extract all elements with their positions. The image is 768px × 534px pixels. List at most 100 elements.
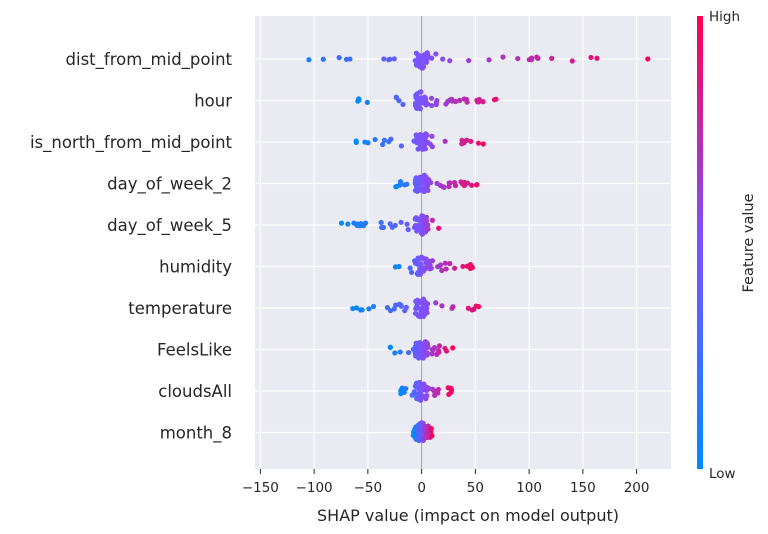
data-points (306, 50, 651, 444)
shap-point (449, 96, 455, 102)
shap-point (457, 97, 463, 103)
shap-point (413, 132, 419, 138)
shap-point (380, 224, 387, 230)
shap-point (423, 396, 429, 402)
shap-point (417, 313, 424, 320)
shap-point (446, 183, 452, 190)
shap-point (416, 354, 423, 360)
feature-label-cloudsall: cloudsAll (158, 382, 232, 401)
shap-point (420, 296, 427, 302)
shap-point (405, 349, 412, 356)
colorbar (697, 16, 703, 469)
feature-label-humidity: humidity (159, 258, 232, 277)
shap-point (419, 185, 425, 191)
shap-point (433, 300, 439, 306)
x-tick-label: 200 (624, 480, 650, 496)
shap-point (387, 344, 394, 350)
shap-point (408, 269, 415, 275)
shap-point (429, 217, 436, 223)
shap-point (413, 62, 419, 68)
shap-point (416, 429, 422, 435)
shap-point (423, 260, 429, 266)
shap-point (448, 387, 454, 393)
shap-point (594, 55, 600, 61)
x-tick-label: −150 (242, 480, 279, 496)
shap-point (424, 387, 430, 394)
shap-point (442, 260, 448, 266)
x-tick-label: −50 (354, 480, 383, 496)
shap-point (417, 266, 423, 272)
shap-point (424, 431, 430, 437)
shap-point (403, 386, 409, 392)
colorbar-low-label: Low (709, 466, 736, 482)
shap-point (360, 223, 367, 229)
shap-point (452, 265, 458, 271)
shap-point (415, 305, 422, 311)
shap-point (439, 303, 445, 309)
shap-point (549, 55, 555, 61)
shap-point (442, 138, 448, 144)
shap-point (436, 225, 442, 231)
shap-point (439, 267, 445, 274)
shap-point (413, 181, 419, 187)
shap-point (416, 384, 422, 390)
shap-point (421, 424, 428, 430)
shap-point (447, 261, 453, 267)
shap-point (391, 306, 397, 312)
shap-point (428, 95, 435, 101)
shap-point (418, 342, 424, 348)
shap-point (391, 56, 397, 62)
shap-point (432, 390, 438, 396)
shap-point (429, 144, 435, 150)
shap-point (400, 101, 406, 108)
shap-point (437, 262, 444, 268)
shap-point (392, 264, 399, 270)
shap-point (417, 140, 423, 146)
shap-point (440, 184, 446, 190)
shap-point (410, 432, 416, 439)
feature-label-hour: hour (194, 92, 232, 111)
shap-point (476, 303, 482, 310)
shap-point (397, 182, 403, 188)
feature-label-day-of-week-2: day_of_week_2 (107, 175, 232, 195)
shap-point (420, 180, 426, 186)
shap-point (412, 103, 419, 109)
shap-point (366, 306, 372, 312)
shap-point (306, 57, 312, 63)
feature-label-day-of-week-5: day_of_week_5 (107, 216, 232, 236)
shap-point (414, 217, 421, 223)
shap-point (447, 58, 453, 64)
shap-point (397, 349, 403, 355)
x-tick-label: −100 (296, 480, 333, 496)
feature-label-month-8: month_8 (160, 424, 232, 444)
shap-point (459, 141, 465, 147)
shap-point (381, 56, 387, 62)
x-tick-label: 0 (417, 480, 426, 496)
shap-point (338, 220, 345, 226)
shap-point (420, 228, 426, 234)
plot-area (255, 16, 671, 469)
shap-point (416, 136, 422, 142)
shap-point (424, 139, 431, 145)
shap-point (423, 100, 429, 106)
shap-point (422, 146, 429, 152)
shap-point (453, 98, 459, 105)
shap-point (415, 271, 421, 277)
shap-point (398, 219, 404, 225)
shap-point (423, 340, 429, 346)
shap-point (418, 420, 425, 426)
shap-point (411, 389, 417, 395)
shap-point (428, 426, 434, 432)
shap-point (414, 91, 420, 97)
shap-point (452, 180, 458, 186)
colorbar-high-label: High (709, 9, 740, 25)
shap-point (421, 435, 427, 442)
shap-point (425, 52, 431, 58)
shap-point (407, 265, 413, 271)
shap-point (416, 222, 422, 228)
shap-point (398, 143, 404, 149)
shap-point (464, 99, 470, 105)
shap-point (381, 137, 387, 143)
shap-point (364, 99, 370, 105)
